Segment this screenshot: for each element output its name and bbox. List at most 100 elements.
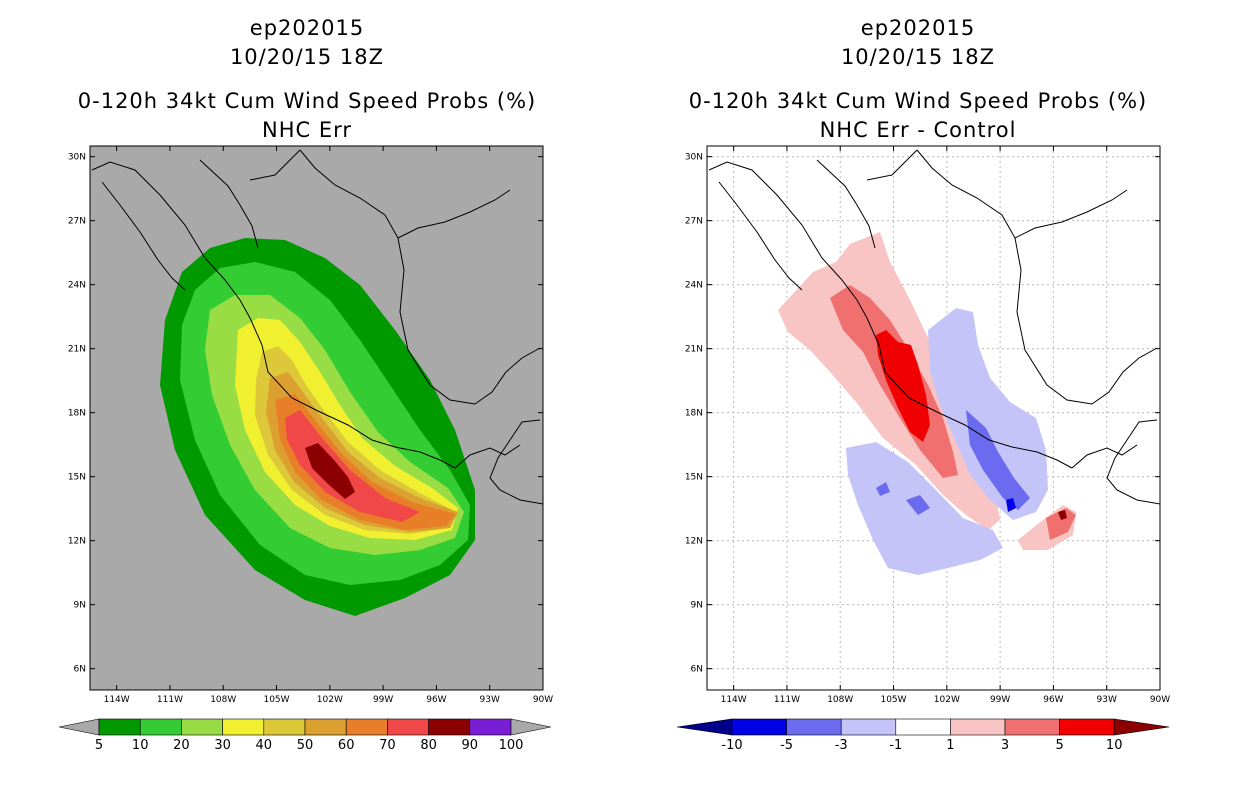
- colorbar-label: 5: [1055, 738, 1063, 753]
- map-frame: [706, 145, 1161, 691]
- coastlines: [91, 149, 543, 505]
- colorbar-label: -10: [721, 738, 742, 753]
- difference-contours: [778, 232, 1076, 575]
- lon-label: 111W: [157, 695, 183, 705]
- map-frame: [89, 145, 544, 691]
- lat-label: 24N: [68, 281, 86, 291]
- contour-pos-5: [876, 330, 930, 442]
- lon-label: 93W: [480, 695, 500, 705]
- colorbar-label: 3: [1001, 738, 1009, 753]
- plot-title: 0-120h 34kt Cum Wind Speed Probs (%): [688, 89, 1148, 113]
- contour-70: [285, 410, 420, 522]
- colorbar-cell: [263, 718, 306, 736]
- lat-label: 27N: [68, 217, 86, 227]
- lon-label: 108W: [210, 695, 236, 705]
- lat-label: 30N: [68, 153, 86, 163]
- coastlines: [708, 149, 1160, 505]
- colorbar-cell: [950, 718, 1006, 736]
- colorbar-label: 40: [256, 738, 273, 753]
- lat-label: 9N: [74, 601, 86, 611]
- colorbar-label: 10: [1106, 738, 1123, 753]
- contour-neg-3: [966, 410, 1030, 510]
- colorbar-over-arrow: [510, 718, 552, 736]
- colorbar-label: 90: [462, 738, 479, 753]
- plot-subtitle: NHC Err - Control: [819, 118, 1017, 142]
- lon-label: 108W: [827, 695, 853, 705]
- colorbar-cell: [428, 718, 471, 736]
- colorbar-cell: [895, 718, 951, 736]
- colorbar-label: 80: [420, 738, 437, 753]
- contour-pos-10: [1058, 510, 1067, 520]
- contour-neg-3c: [906, 495, 930, 515]
- colorbar-label: 100: [499, 738, 524, 753]
- lon-label: 96W: [426, 695, 446, 705]
- colorbar-label: 70: [379, 738, 396, 753]
- colorbar-label: 30: [214, 738, 231, 753]
- colorbar-label: 5: [95, 738, 103, 753]
- plot-title: 0-120h 34kt Cum Wind Speed Probs (%): [77, 89, 537, 113]
- lon-label: 90W: [533, 695, 553, 705]
- colorbar-cell: [222, 718, 265, 736]
- lon-label: 114W: [104, 695, 130, 705]
- contour-80: [305, 443, 355, 499]
- lon-label: 99W: [990, 695, 1010, 705]
- lat-label: 15N: [685, 473, 703, 483]
- lat-label: 18N: [68, 409, 86, 419]
- colorbar-cell: [139, 718, 182, 736]
- colorbar-cell: [840, 718, 897, 736]
- plot-subtitle: NHC Err: [261, 118, 352, 142]
- colorbar-label: 1: [946, 738, 954, 753]
- lat-label: 6N: [691, 665, 703, 675]
- lat-label: 30N: [685, 153, 703, 163]
- lon-label: 90W: [1150, 695, 1170, 705]
- contour-60: [275, 394, 456, 530]
- colorbar-label: -1: [889, 738, 902, 753]
- axis-ticks: 30N 27N 24N 21N 18N 15N 12N 9N 6N 114W 111W 108W 105…: [68, 146, 553, 705]
- colorbar-cell: [469, 718, 512, 736]
- lon-label: 111W: [774, 695, 800, 705]
- colorbar-cell: [786, 718, 842, 736]
- colorbar-cell: [1059, 718, 1115, 736]
- storm-id: ep202015: [249, 16, 365, 40]
- lon-label: 102W: [317, 695, 343, 705]
- colorbar-label: 60: [338, 738, 355, 753]
- lat-label: 9N: [691, 601, 703, 611]
- lat-label: 15N: [68, 473, 86, 483]
- lat-label: 21N: [68, 345, 86, 355]
- probability-contours: [160, 238, 475, 616]
- contour-neg-3b: [876, 482, 890, 496]
- contour-neg-5: [1006, 498, 1016, 512]
- colorbar-cell: [1004, 718, 1060, 736]
- colorbar-cell: [731, 718, 787, 736]
- axis-ticks: 30N 27N 24N 21N 18N 15N 12N 9N 6N 114W 111W 108W 105…: [685, 146, 1170, 705]
- contour-neg-1: [928, 308, 1048, 520]
- colorbar-over-arrow: [1113, 718, 1170, 736]
- lon-label: 102W: [934, 695, 960, 705]
- lat-label: 6N: [74, 665, 86, 675]
- lon-label: 105W: [263, 695, 289, 705]
- colorbar-cell: [181, 718, 223, 736]
- datetime: 10/20/15 18Z: [229, 45, 385, 69]
- lat-label: 12N: [685, 537, 703, 547]
- lat-label: 21N: [685, 345, 703, 355]
- lat-label: 12N: [68, 537, 86, 547]
- colorbar-cell: [387, 718, 429, 736]
- colorbar-label: -3: [835, 738, 848, 753]
- colorbar-cell: [98, 718, 141, 736]
- colorbar-cell: [345, 718, 388, 736]
- lat-label: 24N: [685, 281, 703, 291]
- difference-panel: ep202015 10/20/15 18Z 0-120h 34kt Cum Wi…: [618, 0, 1236, 800]
- colorbar-label: 10: [132, 738, 149, 753]
- lat-label: 18N: [685, 409, 703, 419]
- probability-panel: ep202015 10/20/15 18Z 0-120h 34kt Cum Wi…: [58, 16, 553, 753]
- colorbar: 5 10 20 30 40 50 60 70 80 90 100: [58, 718, 552, 753]
- storm-id: ep202015: [860, 16, 976, 40]
- colorbar-cell: [304, 718, 347, 736]
- datetime: 10/20/15 18Z: [840, 45, 996, 69]
- lat-label: 27N: [685, 217, 703, 227]
- lon-label: 96W: [1043, 695, 1063, 705]
- lon-label: 114W: [721, 695, 747, 705]
- colorbar-under-arrow: [676, 718, 733, 736]
- colorbar-label: -5: [780, 738, 793, 753]
